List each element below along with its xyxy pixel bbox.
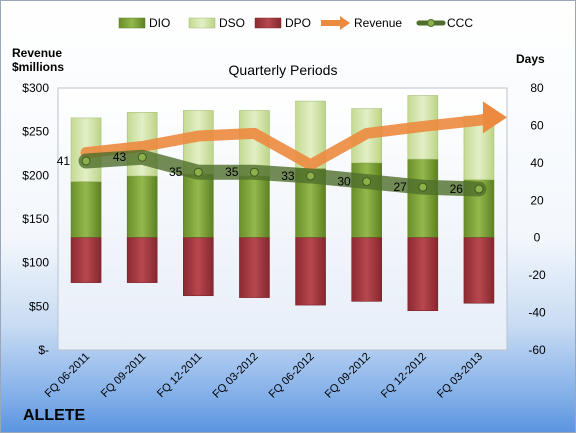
ccc-marker xyxy=(193,167,203,177)
bar-dpo xyxy=(463,237,495,304)
right-tick-label: -60 xyxy=(528,343,546,357)
ccc-data-label: 33 xyxy=(281,169,295,183)
legend-swatch-dio xyxy=(118,17,146,29)
ccc-marker xyxy=(306,171,316,181)
revenue-arrowhead xyxy=(482,101,507,134)
legend-swatch-revenue xyxy=(321,16,350,30)
ccc-data-label: 26 xyxy=(450,182,464,196)
left-tick-label: $300 xyxy=(22,81,49,95)
right-axis-ticks: 80 60 40 20 0 -20 -40 -60 xyxy=(528,81,546,357)
revenue-line xyxy=(80,112,495,171)
bar-dpo xyxy=(126,237,158,283)
legend: DIO DSO DPO Revenue CCC xyxy=(118,16,473,30)
bar-dpo xyxy=(295,237,326,306)
legend-swatch-dso xyxy=(188,17,216,29)
legend-ccc-marker xyxy=(427,19,435,27)
left-axis-title-line1: Revenue xyxy=(12,46,62,60)
ccc-line xyxy=(78,149,487,197)
legend-swatch-dpo xyxy=(254,17,282,29)
bar-dpo xyxy=(183,237,214,297)
right-tick-label: 20 xyxy=(530,193,544,207)
right-axis-title: Days xyxy=(516,52,545,66)
x-axis-labels: FQ 06-2011 FQ 09-2011 FQ 12-2011 FQ 03-2012… xyxy=(43,351,485,401)
left-tick-label: $150 xyxy=(22,212,49,226)
ccc-data-label: 43 xyxy=(113,150,127,164)
bar-dio xyxy=(239,175,270,239)
legend-label-dio: DIO xyxy=(149,16,170,30)
ccc-marker xyxy=(137,152,147,162)
ccc-data-label: 30 xyxy=(337,175,351,189)
right-tick-label: -20 xyxy=(528,268,546,282)
ccc-marker xyxy=(474,184,484,194)
left-tick-label: $250 xyxy=(22,125,49,139)
company-name: ALLETE xyxy=(23,407,86,424)
x-tick-label: FQ 12-2012 xyxy=(379,351,429,401)
right-tick-label: 40 xyxy=(530,156,544,170)
x-tick-label: FQ 12-2011 xyxy=(155,351,204,400)
left-tick-label: $100 xyxy=(22,256,49,270)
bar-dpo xyxy=(407,237,439,311)
bar-dio xyxy=(70,181,102,239)
bar-dpo xyxy=(70,237,102,283)
x-tick-label: FQ 09-2012 xyxy=(323,351,373,401)
right-tick-label: 60 xyxy=(530,118,544,132)
ccc-data-label: 27 xyxy=(393,180,407,194)
left-tick-label: $200 xyxy=(22,168,49,182)
legend-label-dso: DSO xyxy=(219,16,245,30)
legend-label-revenue: Revenue xyxy=(354,16,402,30)
x-tick-label: FQ 03-2012 xyxy=(211,351,261,401)
revenue-series xyxy=(80,101,507,171)
bar-dio xyxy=(126,175,158,239)
x-tick-label: FQ 03-2013 xyxy=(435,351,485,401)
ccc-marker xyxy=(81,156,91,166)
legend-label-ccc: CCC xyxy=(447,16,473,30)
left-axis-ticks: $300 $250 $200 $150 $100 $50 $- xyxy=(22,81,49,357)
chart-title: Quarterly Periods xyxy=(229,62,338,78)
right-tick-label: 0 xyxy=(534,231,541,245)
left-axis-title-line2: $millions xyxy=(12,60,64,74)
right-tick-label: -40 xyxy=(528,306,546,320)
bar-dio xyxy=(407,158,439,239)
legend-label-dpo: DPO xyxy=(285,16,311,30)
x-tick-label: FQ 09-2011 xyxy=(99,351,148,400)
ccc-data-label: 35 xyxy=(169,165,183,179)
ccc-data-label: 35 xyxy=(225,165,239,179)
ccc-marker xyxy=(249,167,259,177)
x-tick-label: FQ 06-2012 xyxy=(267,351,317,401)
left-tick-label: $50 xyxy=(29,299,49,313)
ccc-series: 41 43 35 35 33 30 27 26 xyxy=(57,149,487,197)
ccc-marker xyxy=(418,182,428,192)
bar-dpo xyxy=(351,237,382,302)
left-tick-label: $- xyxy=(38,343,49,357)
ccc-marker xyxy=(362,177,372,187)
x-tick-label: FQ 06-2011 xyxy=(43,351,92,400)
right-tick-label: 80 xyxy=(530,81,544,95)
ccc-data-label: 41 xyxy=(57,154,71,168)
bar-dio xyxy=(183,173,214,239)
bar-dpo xyxy=(239,237,270,298)
